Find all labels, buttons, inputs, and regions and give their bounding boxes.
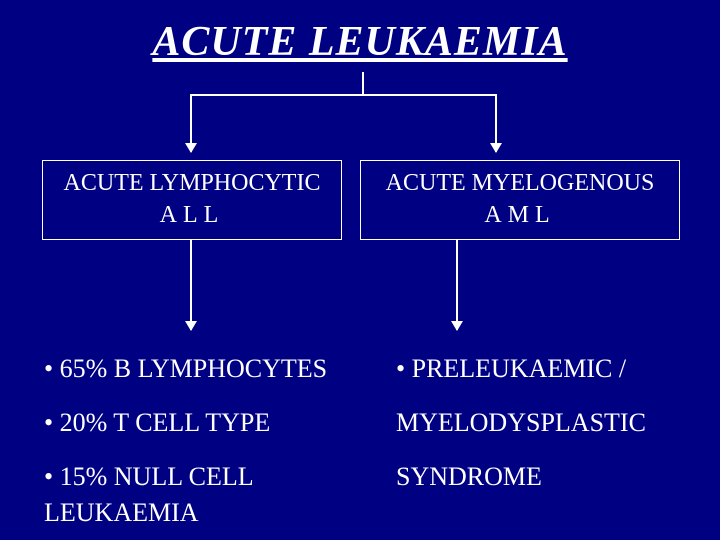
connector-hline (190, 94, 495, 96)
bullet-left-1: • 20% T CELL TYPE (44, 408, 270, 438)
bullet-left-3: LEUKAEMIA (44, 498, 199, 528)
bullet-right-1: MYELODYSPLASTIC (396, 408, 646, 438)
bullet-left-0: • 65% B LYMPHOCYTES (44, 354, 327, 384)
arrow-from-aml (456, 240, 458, 330)
box-aml-line2: AML (369, 199, 671, 231)
box-all: ACUTE LYMPHOCYTIC ALL (42, 160, 342, 240)
slide-title: ACUTE LEUKAEMIA (0, 18, 720, 66)
box-all-line2: ALL (51, 199, 333, 231)
connector-stub-top (362, 72, 364, 94)
arrow-from-all (190, 240, 192, 330)
box-aml-line1: ACUTE MYELOGENOUS (369, 167, 671, 199)
bullet-right-2: SYNDROME (396, 462, 542, 492)
connector-arrow-left (190, 94, 192, 152)
box-aml: ACUTE MYELOGENOUS AML (360, 160, 680, 240)
box-all-line1: ACUTE LYMPHOCYTIC (51, 167, 333, 199)
bullet-left-2: • 15% NULL CELL (44, 462, 254, 492)
bullet-right-0: • PRELEUKAEMIC / (396, 354, 626, 384)
connector-arrow-right (495, 94, 497, 152)
